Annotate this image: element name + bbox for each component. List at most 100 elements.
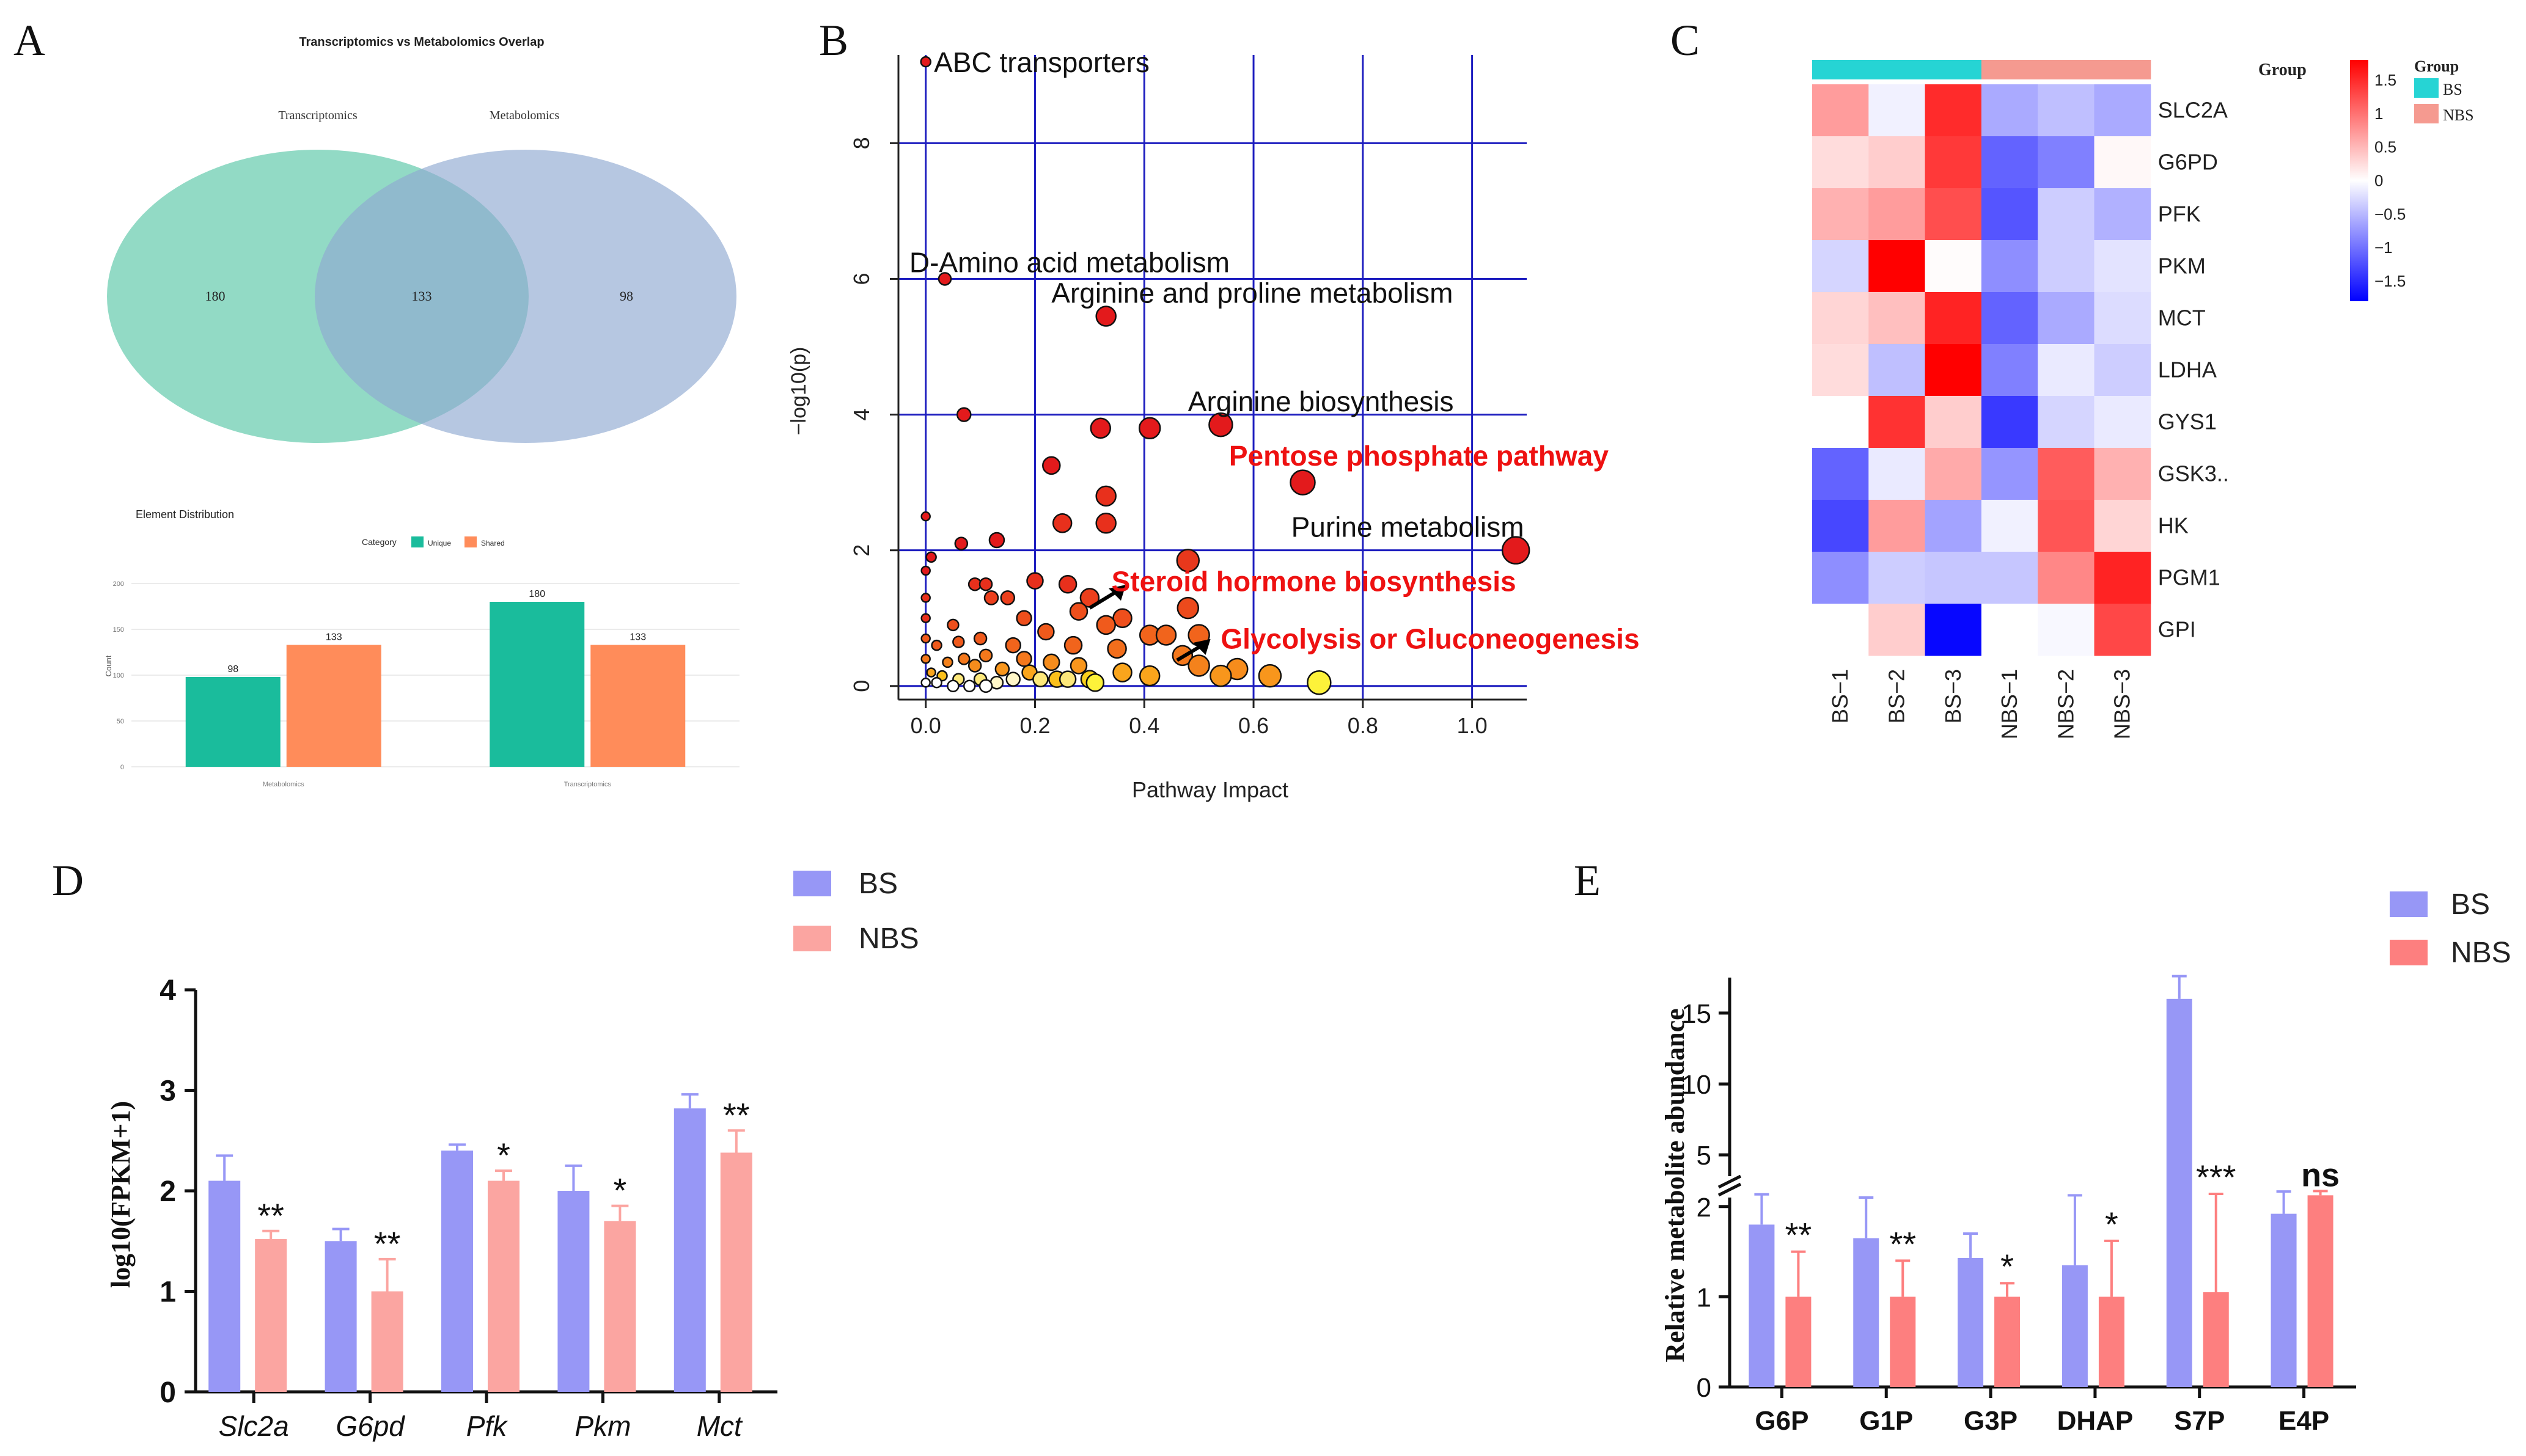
venn-diagram: Transcriptomics vs Metabolomics Overlap … [107, 35, 736, 443]
legend-label-d-nbs: NBS [859, 923, 919, 955]
pathway-point [1043, 653, 1060, 671]
heatmap-cell [1868, 396, 1926, 448]
pathway-point [1005, 671, 1021, 687]
group-bar-label: Group [2258, 60, 2307, 79]
venn-title: Transcriptomics vs Metabolomics Overlap [299, 35, 544, 49]
bar-value-label: 180 [529, 589, 545, 599]
legend-label-e-nbs: NBS [2451, 937, 2511, 969]
x-tick-label: DHAP [2057, 1406, 2134, 1436]
heatmap-cell [1925, 396, 1982, 448]
venn-right-only-count: 98 [620, 288, 633, 304]
metabolite-abundance-chart: Relative metabolite abundance BS NBS 0 1 2… [1660, 888, 2511, 1436]
x-tick-label: 0.0 [911, 713, 941, 738]
annotation-arrowhead [1109, 585, 1126, 601]
heatmap-cell [2094, 552, 2151, 604]
pathway-label: Pentose phosphate pathway [1229, 440, 1609, 472]
x-tick-label: E4P [2278, 1406, 2329, 1436]
heatmap-row-label: MCT [2158, 305, 2206, 331]
venn-set-right-label: Metabolomics [490, 109, 560, 122]
pathway-x-label: Pathway Impact [1132, 777, 1288, 802]
pathway-point [1085, 673, 1105, 692]
pathway-point [1042, 456, 1061, 475]
x-tick-label: Mct [697, 1410, 743, 1442]
pathway-point [925, 551, 937, 563]
pathway-point [938, 272, 952, 286]
heatmap-cell [2038, 344, 2095, 397]
significance-marker: ** [257, 1196, 284, 1235]
heatmap-column-label: NBS−1 [1997, 669, 2022, 739]
pathway-point [1208, 412, 1233, 437]
bar [371, 1291, 403, 1392]
pathway-point [1005, 637, 1021, 654]
bar [1853, 1238, 1879, 1387]
pathway-point [952, 635, 965, 648]
significance-marker: * [2000, 1247, 2014, 1286]
heatmap-cell [1868, 344, 1926, 397]
color-bar-tick-label: 1.5 [2374, 71, 2396, 89]
y-tick-label: 15 [1681, 999, 1711, 1029]
x-tick-label: 0.6 [1238, 713, 1269, 738]
pathway-point [1138, 417, 1161, 440]
color-bar-tick-label: 0 [2374, 172, 2383, 190]
bar [255, 1238, 287, 1392]
x-tick-label: G1P [1859, 1406, 1913, 1436]
heatmap-cell [1925, 188, 1982, 241]
pathway-point [1052, 513, 1073, 533]
heatmap-cell [2094, 500, 2151, 552]
heatmap-cell [1981, 136, 2038, 189]
pathway-point [1258, 664, 1282, 688]
bar [325, 1241, 357, 1392]
heatmap-cell [1981, 448, 2038, 500]
significance-marker: ns [2301, 1157, 2340, 1193]
pathway-y-label: −log10(p) [787, 347, 810, 436]
x-tick-label: Pfk [466, 1410, 508, 1442]
y-tick-label: 6 [849, 273, 874, 285]
x-tick-label: Slc2a [219, 1410, 289, 1442]
heatmap-cell [1981, 84, 2038, 137]
element-distribution-chart: Element Distribution Category Unique Sha… [104, 508, 740, 788]
group-bar-cell [2038, 60, 2095, 79]
heatmap-row-label: GSK3.. [2158, 461, 2229, 486]
y-tick-label: 10 [1681, 1070, 1711, 1100]
heatmap-cell [1868, 552, 1926, 604]
x-tick-label: 1.0 [1457, 713, 1488, 738]
heatmap-cell [1812, 136, 1869, 189]
y-tick-label: 5 [1697, 1141, 1711, 1171]
heatmap-cell [2094, 136, 2151, 189]
bar [441, 1151, 473, 1392]
pathway-label: ABC transporters [934, 46, 1150, 78]
bar [590, 645, 686, 767]
pathway-point [1290, 469, 1316, 496]
x-tick-label: Transcriptomics [564, 781, 612, 788]
panel-label-a: A [13, 16, 45, 65]
pathway-point [1210, 664, 1232, 687]
panel-label-d: D [52, 856, 84, 905]
heatmap-cell [1925, 292, 1982, 345]
y-tick-label: 200 [113, 580, 124, 588]
heatmap-column-label: BS−2 [1884, 669, 1909, 723]
heatmap-cell [1812, 344, 1869, 397]
bar [2203, 1292, 2229, 1387]
heatmap-row-label: SLC2A [2158, 98, 2228, 123]
legend-label-shared: Shared [481, 539, 505, 547]
y-tick-label: 8 [849, 137, 874, 149]
significance-marker: ** [1785, 1216, 1812, 1254]
bar [2166, 998, 2192, 1387]
legend-swatch-shared [464, 536, 477, 547]
heatmap-cell [1812, 240, 1869, 293]
heatmap-cell [1925, 240, 1982, 293]
pathway-point [920, 593, 931, 603]
pathway-point [1016, 651, 1032, 667]
bar [1785, 1297, 1812, 1387]
heatmap-row-label: PGM1 [2158, 565, 2220, 590]
group-legend-label-nbs: NBS [2443, 106, 2474, 124]
heatmap-row-label: PFK [2158, 202, 2201, 227]
heatmap-cell [2038, 448, 2095, 500]
axis-break-mark [1717, 1182, 1742, 1197]
bar [1958, 1257, 1984, 1387]
significance-marker: ** [1889, 1224, 1916, 1263]
significance-marker: ** [374, 1224, 401, 1263]
heatmap-cell [1812, 292, 1869, 345]
venn-overlap-count: 133 [412, 288, 432, 304]
heatmap-cell [1812, 396, 1869, 448]
